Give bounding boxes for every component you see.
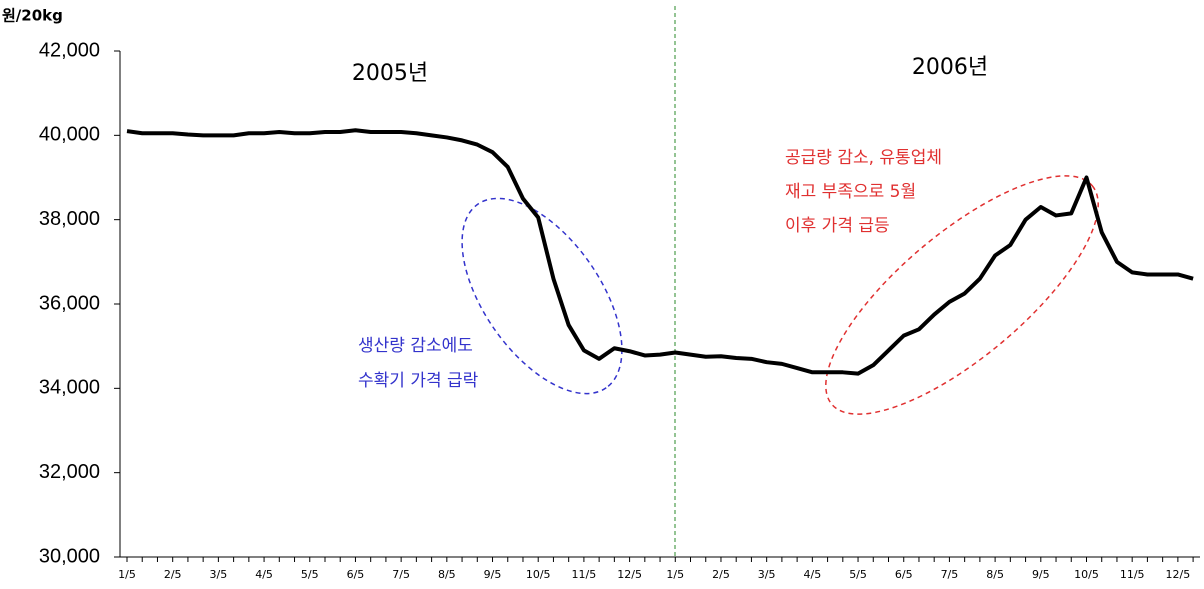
year-label: 2005년 bbox=[352, 61, 428, 86]
annotation: 공급량 감소, 유통업체 bbox=[785, 148, 942, 168]
x-tick-label: 12/5 bbox=[1166, 568, 1191, 581]
annotation: 재고 부족으로 5월 bbox=[785, 182, 916, 202]
x-tick-label: 6/5 bbox=[895, 568, 913, 581]
y-tick-label: 34,000 bbox=[39, 377, 100, 399]
x-tick-label: 7/5 bbox=[941, 568, 959, 581]
x-tick-label: 4/5 bbox=[803, 568, 821, 581]
annotation: 이후 가격 급등 bbox=[785, 216, 890, 236]
x-tick-label: 3/5 bbox=[758, 568, 776, 581]
x-tick-label: 9/5 bbox=[484, 568, 502, 581]
x-tick-label: 10/5 bbox=[1074, 568, 1099, 581]
y-tick-label: 36,000 bbox=[39, 292, 100, 314]
y-tick-label: 38,000 bbox=[39, 208, 100, 230]
x-tick-label: 5/5 bbox=[849, 568, 867, 581]
x-tick-label: 9/5 bbox=[1032, 568, 1050, 581]
y-tick-label: 40,000 bbox=[39, 124, 100, 146]
x-tick-label: 3/5 bbox=[210, 568, 228, 581]
annotation: 수확기 가격 급락 bbox=[358, 371, 479, 391]
x-tick-label: 12/5 bbox=[617, 568, 642, 581]
x-tick-label: 11/5 bbox=[572, 568, 597, 581]
x-tick-label: 8/5 bbox=[986, 568, 1004, 581]
annotation-ellipse bbox=[825, 175, 1099, 415]
x-tick-label: 2/5 bbox=[164, 568, 182, 581]
x-tick-label: 7/5 bbox=[392, 568, 410, 581]
x-tick-label: 1/5 bbox=[118, 568, 136, 581]
year-label: 2006년 bbox=[912, 55, 988, 80]
x-tick-label: 11/5 bbox=[1120, 568, 1145, 581]
x-tick-label: 6/5 bbox=[347, 568, 365, 581]
annotation: 생산량 감소에도 bbox=[358, 336, 473, 356]
y-unit: 원/20kg bbox=[2, 7, 63, 25]
x-tick-label: 2/5 bbox=[712, 568, 730, 581]
annotation-ellipse bbox=[461, 197, 623, 395]
data-line bbox=[126, 128, 1194, 376]
x-tick-label: 1/5 bbox=[666, 568, 684, 581]
y-tick-label: 30,000 bbox=[39, 545, 100, 567]
x-tick-label: 4/5 bbox=[255, 568, 273, 581]
x-tick-label: 5/5 bbox=[301, 568, 319, 581]
x-tick-label: 10/5 bbox=[526, 568, 551, 581]
y-tick-label: 32,000 bbox=[39, 461, 100, 483]
y-tick-label: 42,000 bbox=[39, 39, 100, 61]
x-tick-label: 8/5 bbox=[438, 568, 456, 581]
